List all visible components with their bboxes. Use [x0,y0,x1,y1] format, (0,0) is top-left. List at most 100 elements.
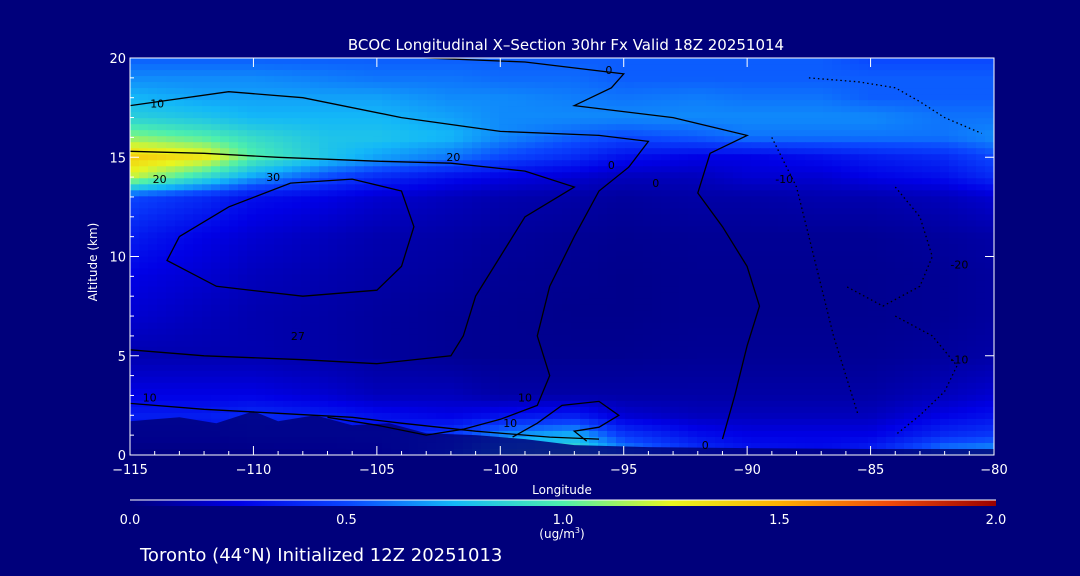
field-cell [967,238,977,246]
field-cell [733,148,743,155]
field-cell [418,70,428,77]
field-cell [976,148,986,155]
field-cell [292,64,302,71]
field-cell [130,364,140,372]
field-cell [985,148,994,155]
field-cell [823,262,833,270]
field-cell [904,160,914,167]
field-cell [976,130,986,137]
field-cell [328,190,338,197]
field-cell [931,280,941,288]
field-cell [931,202,941,209]
field-cell [850,286,860,294]
field-cell [202,172,212,179]
field-cell [310,124,320,131]
field-cell [274,142,284,149]
field-cell [841,166,851,173]
field-cell [868,184,878,191]
field-cell [787,238,797,246]
field-cell [310,142,320,149]
field-cell [454,208,464,215]
field-cell [247,304,257,312]
field-cell [589,88,599,95]
field-cell [733,328,743,336]
field-cell [463,190,473,197]
field-cell [742,178,752,185]
field-cell [454,262,464,270]
field-cell [607,184,617,191]
field-cell [157,112,167,119]
field-cell [301,58,311,65]
field-cell [931,94,941,101]
field-cell [931,226,941,234]
field-cell [652,202,662,209]
field-cell [733,142,743,149]
field-cell [508,250,518,258]
field-cell [220,250,230,258]
field-cell [517,178,527,185]
field-cell [436,286,446,294]
field-cell [463,70,473,77]
field-cell [877,106,887,113]
field-cell [202,208,212,215]
field-cell [931,238,941,246]
field-cell [157,100,167,107]
field-cell [778,298,788,306]
field-cell [832,232,842,240]
field-cell [454,76,464,83]
field-cell [490,106,500,113]
field-cell [544,226,554,234]
field-cell [490,136,500,143]
field-cell [661,268,671,276]
field-cell [877,328,887,336]
field-cell [940,88,950,95]
field-cell [976,76,986,83]
field-cell [544,358,554,366]
field-cell [895,160,905,167]
field-cell [643,130,653,137]
field-cell [598,196,608,203]
field-cell [391,154,401,161]
field-cell [814,310,824,318]
field-cell [490,64,500,71]
field-cell [229,196,239,203]
field-cell [904,64,914,71]
field-cell [247,100,257,107]
field-cell [454,244,464,252]
field-cell [823,196,833,203]
field-cell [661,238,671,246]
field-cell [976,322,986,330]
field-cell [391,304,401,312]
field-cell [292,238,302,246]
field-cell [364,112,374,119]
field-cell [229,112,239,119]
field-cell [130,82,140,89]
field-cell [769,94,779,101]
field-cell [697,130,707,137]
field-cell [832,280,842,288]
field-cell [778,328,788,336]
field-cell [544,220,554,228]
field-cell [778,88,788,95]
field-cell [841,88,851,95]
field-cell [292,106,302,113]
field-cell [661,298,671,306]
field-cell [607,190,617,197]
field-cell [922,76,932,83]
field-cell [562,280,572,288]
field-cell [796,352,806,360]
field-cell [940,148,950,155]
field-cell [733,214,743,222]
field-cell [868,334,878,342]
field-cell [661,334,671,342]
field-cell [778,202,788,209]
field-cell [481,256,491,264]
field-cell [283,280,293,288]
field-cell [283,100,293,107]
field-cell [796,196,806,203]
field-cell [436,340,446,348]
field-cell [616,130,626,137]
field-cell [166,334,176,342]
field-cell [598,232,608,240]
field-cell [211,148,221,155]
